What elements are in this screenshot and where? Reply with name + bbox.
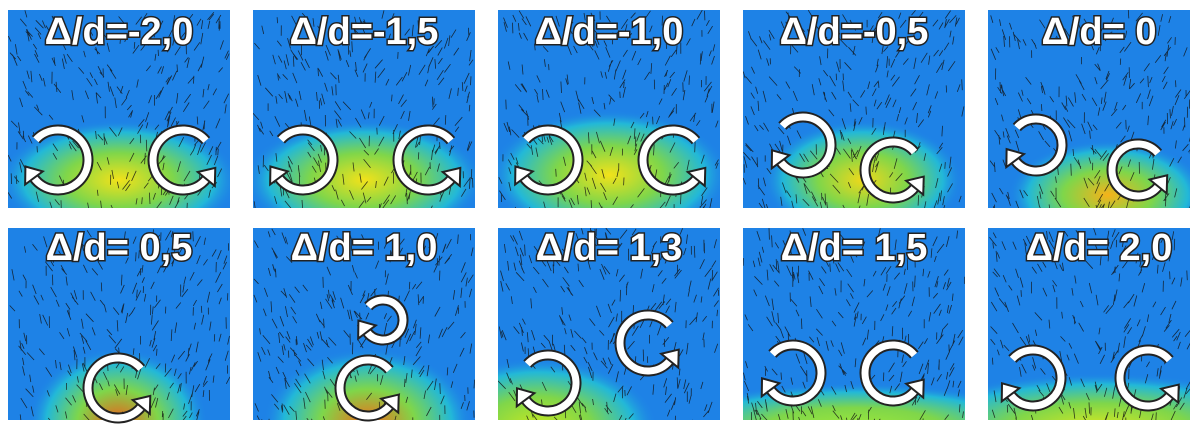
arrow-head: [685, 166, 707, 188]
flow-vectors: [8, 10, 230, 208]
arrow-head: [195, 166, 217, 188]
vortex-arrow: [767, 341, 825, 405]
panel: Δ/d= 1,5: [743, 226, 965, 420]
panel-label: Δ/d=-0,5: [780, 11, 929, 53]
panel-label: Δ/d= 1,0: [291, 227, 438, 269]
arrow-head: [1147, 174, 1169, 196]
vortex-arrow: [639, 126, 699, 194]
panel: Δ/d= 0: [988, 10, 1190, 208]
panel: Δ/d= 1,3: [498, 226, 720, 420]
panel-label: Δ/d= 2,0: [1026, 227, 1173, 269]
flow-vectors: [743, 228, 965, 420]
heat: [8, 10, 230, 208]
vortex-arrow: [616, 311, 673, 375]
vortex-arrow: [522, 351, 580, 415]
arrow-head: [903, 378, 925, 400]
arrow-head: [1158, 383, 1180, 405]
flow-vectors: [989, 228, 1190, 420]
vortex-arrow: [31, 126, 92, 194]
arrow-head: [357, 319, 379, 341]
vortex-arrow: [336, 356, 393, 420]
arrow-head: [440, 166, 462, 188]
vortex-arrow: [521, 126, 582, 194]
arrow-head: [658, 348, 680, 370]
arrow-head: [770, 148, 792, 171]
vortex-arrow: [1012, 115, 1066, 175]
arrow-head: [1000, 381, 1022, 404]
panel: Δ/d= 1,0: [253, 226, 475, 422]
panel: Δ/d=-1,0: [498, 10, 720, 208]
arrow-head: [130, 394, 152, 416]
panel: Δ/d=-1,5: [253, 10, 475, 208]
panel-label: Δ/d= 0,5: [46, 227, 193, 269]
heat: [988, 228, 1190, 420]
panel-label: Δ/d= 0: [1042, 11, 1157, 53]
panel-label: Δ/d= 1,5: [781, 227, 928, 269]
panel-label: Δ/d=-1,5: [290, 11, 439, 53]
heat: [498, 228, 720, 420]
vortex-arrow: [394, 126, 454, 194]
heat: [498, 10, 720, 208]
vortex-arrow: [149, 126, 209, 194]
vortex-arrow: [777, 113, 835, 177]
panel: Δ/d=-2,0: [8, 10, 230, 208]
heat: [743, 228, 965, 420]
panel-label: Δ/d=-2,0: [45, 11, 194, 53]
arrow-head: [760, 376, 782, 399]
arrow-head: [1005, 147, 1027, 170]
arrow-head: [269, 165, 291, 187]
vortex-arrow: [1007, 346, 1065, 410]
vortex-arrow: [1116, 346, 1173, 410]
panel-label: Δ/d=-1,0: [535, 11, 684, 53]
flow-vectors: [743, 10, 965, 208]
arrow-head: [24, 165, 46, 187]
flow-vectors: [253, 10, 474, 208]
panel: Δ/d= 0,5: [8, 226, 230, 424]
vortex-arrow: [276, 126, 337, 194]
vortex-arrow: [364, 296, 407, 344]
vortex-arrow: [861, 138, 918, 202]
vortex-arrow: [84, 354, 144, 422]
arrow-head: [515, 386, 537, 409]
heat: [988, 10, 1190, 208]
arrow-head: [514, 165, 536, 187]
panel: Δ/d=-0,5: [743, 10, 965, 208]
heat: [743, 10, 965, 208]
arrow-head: [903, 175, 925, 197]
flow-vectors: [989, 10, 1190, 208]
vortex-arrow: [1108, 140, 1161, 200]
panel: Δ/d= 2,0: [988, 226, 1190, 420]
vortex-arrow: [861, 341, 918, 405]
arrow-head: [378, 393, 400, 415]
panel-label: Δ/d= 1,3: [536, 227, 683, 269]
